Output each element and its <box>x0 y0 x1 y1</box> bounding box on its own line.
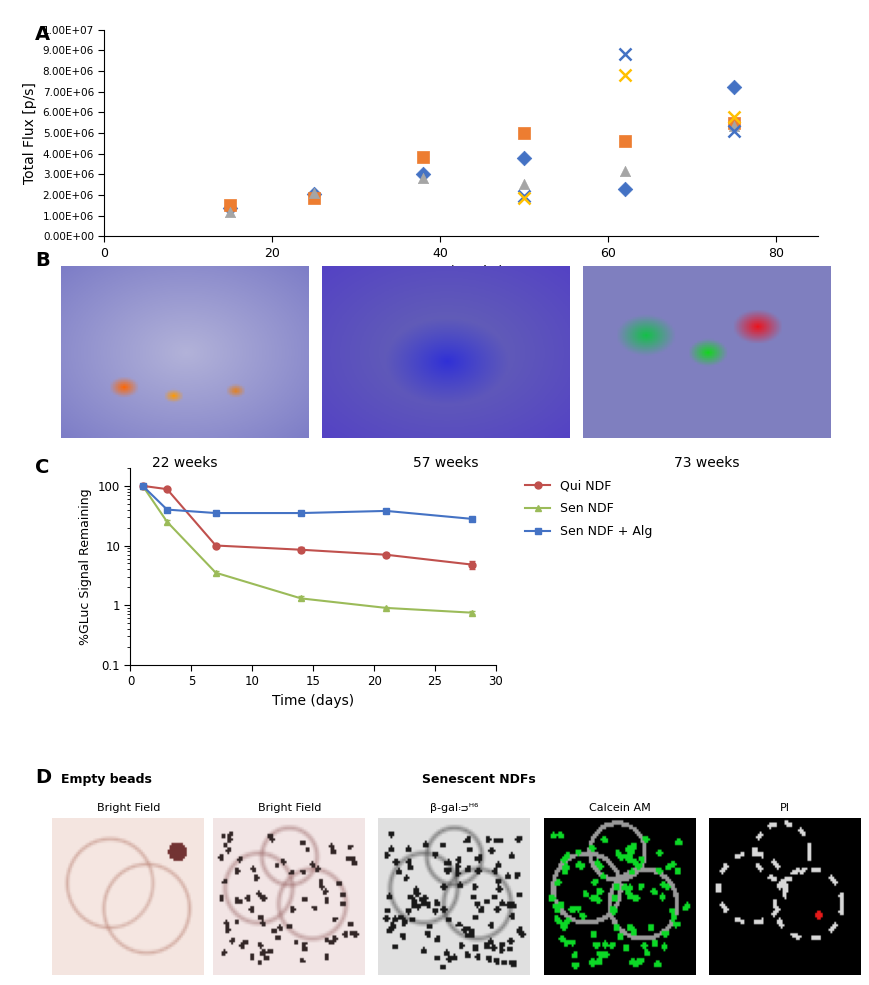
Text: D: D <box>35 768 51 787</box>
Point <box>223 201 237 217</box>
Text: Empty beads: Empty beads <box>61 773 151 786</box>
Text: C: C <box>35 458 50 477</box>
Point <box>617 133 631 149</box>
Text: A: A <box>35 25 50 43</box>
X-axis label: Age (weeks): Age (weeks) <box>418 265 503 280</box>
Point <box>617 46 631 62</box>
Point <box>516 175 530 191</box>
Text: B: B <box>35 251 50 270</box>
Point <box>307 186 321 202</box>
Point <box>617 181 631 197</box>
Text: Calcein AM: Calcein AM <box>588 803 650 813</box>
Point <box>416 149 430 164</box>
Legend: Qui NDF, Sen NDF, Sen NDF + Alg: Qui NDF, Sen NDF, Sen NDF + Alg <box>520 474 657 543</box>
Text: 22 weeks: 22 weeks <box>152 456 217 470</box>
Point <box>617 164 631 179</box>
Point <box>726 80 740 96</box>
Point <box>516 125 530 141</box>
Text: PI: PI <box>779 803 789 813</box>
Point <box>617 67 631 83</box>
Point <box>307 190 321 206</box>
Point <box>223 197 237 213</box>
Point <box>416 166 430 182</box>
X-axis label: Time (days): Time (days) <box>272 693 354 708</box>
Point <box>726 109 740 125</box>
Y-axis label: %GLuc Signal Remaining: %GLuc Signal Remaining <box>79 488 92 645</box>
Point <box>516 188 530 204</box>
Point <box>726 115 740 131</box>
Point <box>416 170 430 186</box>
Point <box>726 123 740 139</box>
Point <box>726 118 740 134</box>
Text: Senescent NDFs: Senescent NDFs <box>421 773 534 786</box>
Y-axis label: Total Flux [p/s]: Total Flux [p/s] <box>23 82 37 184</box>
Text: 57 weeks: 57 weeks <box>413 456 478 470</box>
Point <box>307 185 321 201</box>
Text: 73 weeks: 73 weeks <box>673 456 739 470</box>
Point <box>516 190 530 206</box>
Text: Bright Field: Bright Field <box>96 803 160 813</box>
Point <box>516 150 530 165</box>
Point <box>223 204 237 220</box>
Text: Bright Field: Bright Field <box>257 803 321 813</box>
Text: β-galᴞᴴ⁶: β-galᴞᴴ⁶ <box>430 803 478 813</box>
